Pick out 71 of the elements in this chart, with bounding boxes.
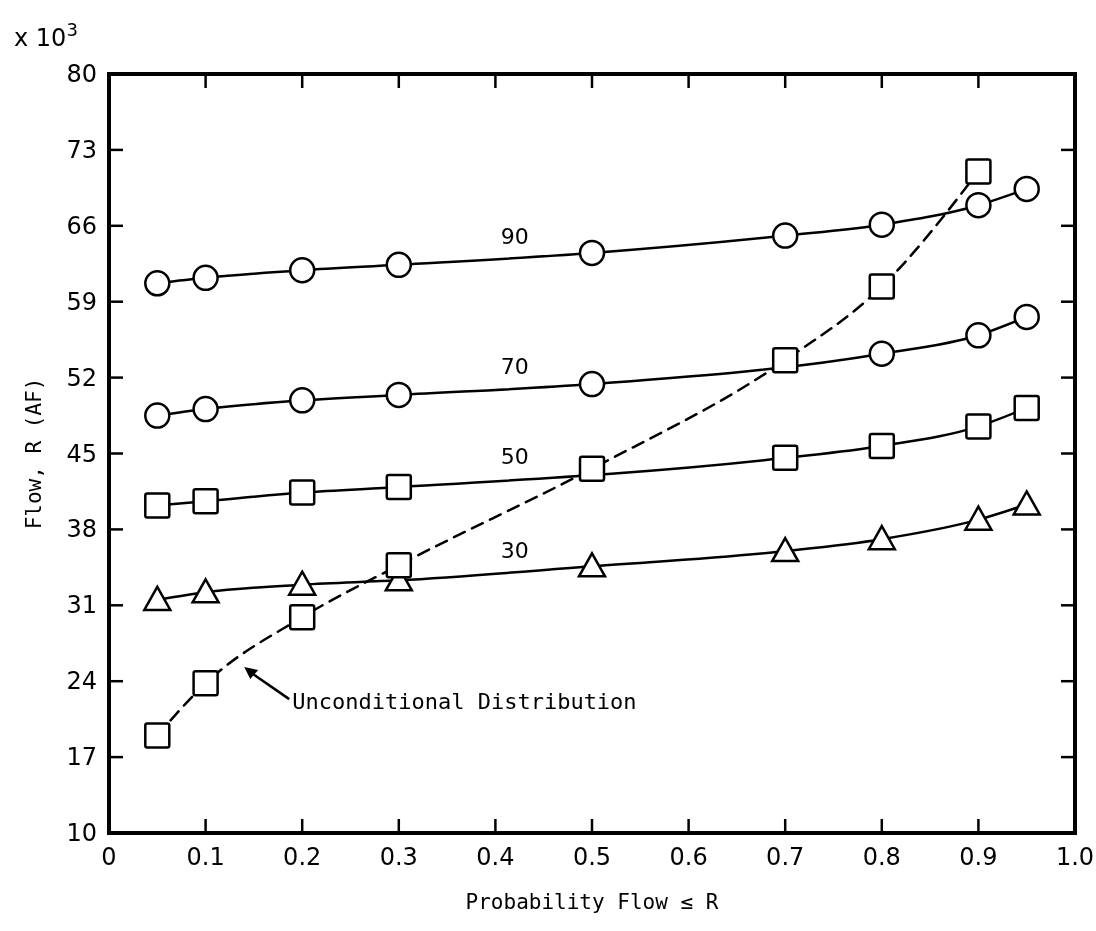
point: [287, 570, 317, 596]
point: [771, 347, 799, 374]
x-tick-label: 0.1: [186, 843, 225, 871]
point: [144, 722, 171, 749]
annotation: Unconditional Distribution: [292, 689, 637, 715]
point: [868, 273, 896, 300]
point: [965, 158, 992, 185]
point: [192, 264, 219, 292]
y-tick-label: 45: [66, 439, 97, 468]
point: [144, 492, 171, 519]
y-tick-label: 38: [66, 515, 97, 544]
series-label: 90: [500, 223, 529, 249]
point: [867, 524, 897, 551]
point: [578, 370, 606, 398]
point: [578, 455, 606, 482]
point: [385, 473, 413, 501]
y-tick-label: 73: [66, 135, 97, 164]
point: [965, 413, 992, 440]
x-tick-label: 0.8: [862, 843, 901, 871]
point: [771, 444, 799, 472]
point: [192, 395, 219, 423]
point: [1013, 394, 1040, 422]
point: [143, 585, 172, 612]
x-tick-label: 0.6: [669, 843, 708, 871]
point: [288, 257, 316, 284]
x-tick-label: 0.9: [959, 843, 998, 871]
point: [868, 432, 896, 460]
series-label: 30: [500, 537, 529, 563]
point: [965, 322, 992, 349]
y-tick-label: 52: [66, 363, 97, 392]
x-tick-label: 0.5: [572, 843, 612, 871]
point: [964, 505, 993, 531]
series-label: 50: [500, 444, 529, 470]
x-tick-label: 0.3: [379, 843, 418, 871]
point: [578, 239, 606, 267]
point: [771, 222, 799, 249]
x-tick-label: 1.0: [1055, 843, 1095, 871]
point: [144, 270, 171, 297]
y-tick-label: 80: [66, 60, 97, 88]
x-tick-label: 0: [101, 843, 117, 871]
y-tick-label: 66: [66, 211, 97, 240]
point: [192, 487, 219, 515]
point: [288, 387, 316, 414]
y-tick-label: 17: [66, 743, 97, 772]
x-axis-title: Probability Flow ≤ R: [465, 890, 719, 914]
y-axis-title: Flow, R (AF): [22, 377, 46, 530]
point: [385, 251, 413, 279]
point: [144, 402, 171, 429]
point: [965, 191, 992, 219]
point: [385, 381, 413, 409]
x-tick-label: 0.4: [476, 843, 515, 871]
point: [577, 552, 607, 578]
y-tick-label: 31: [66, 591, 97, 620]
point: [288, 603, 316, 631]
series-label: 70: [500, 354, 529, 380]
point: [192, 670, 219, 697]
point: [288, 479, 316, 506]
point: [191, 578, 220, 604]
point: [1012, 490, 1041, 516]
point: [770, 536, 800, 563]
y-tick-label: 59: [66, 287, 97, 316]
y-tick-label: 10: [66, 819, 97, 847]
y-tick-label: 24: [66, 667, 97, 696]
point: [868, 340, 896, 367]
x-tick-label: 0.7: [766, 843, 805, 871]
text: x 10$^{3}$: [14, 18, 78, 52]
point: [868, 211, 896, 238]
point: [1013, 303, 1040, 331]
point: [385, 551, 413, 579]
x-tick-label: 0.2: [283, 843, 322, 871]
point: [1013, 175, 1040, 203]
